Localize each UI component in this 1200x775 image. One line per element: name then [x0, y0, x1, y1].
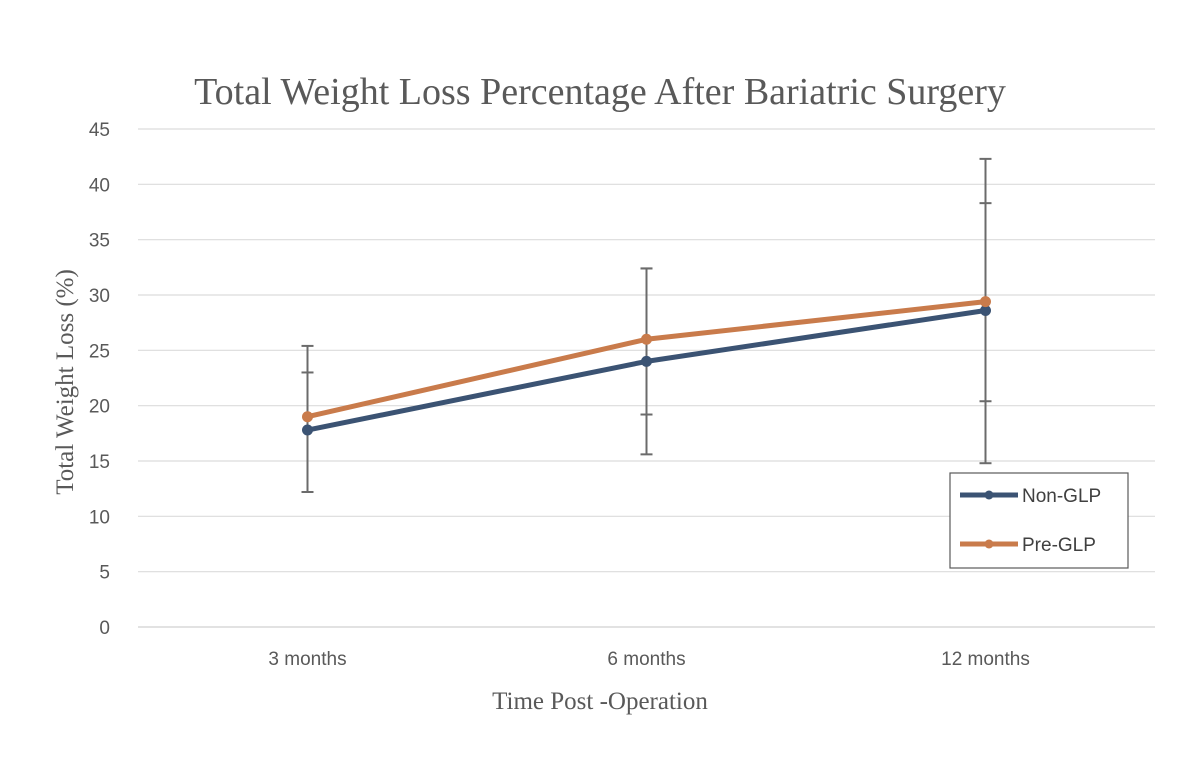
y-axis-label: Total Weight Loss (%): [52, 269, 79, 495]
y-tick-label: 25: [89, 341, 110, 362]
series-lines: [302, 296, 991, 436]
y-tick-label: 10: [89, 507, 110, 528]
y-axis-ticks: 0 5 10 15 20 25 30 35 40 45: [89, 120, 110, 639]
y-tick-label: 45: [89, 120, 110, 141]
legend-label: Pre-GLP: [1022, 535, 1096, 556]
data-point: [302, 424, 313, 436]
legend: Non-GLP Pre-GLP: [949, 472, 1129, 569]
data-point: [302, 411, 313, 423]
x-tick-label: 3 months: [268, 649, 346, 670]
y-tick-label: 15: [89, 452, 110, 473]
y-tick-label: 30: [89, 286, 110, 307]
x-axis-ticks: 3 months 6 months 12 months: [268, 649, 1029, 670]
legend-items: Non-GLP Pre-GLP: [960, 486, 1101, 556]
legend-label: Non-GLP: [1022, 486, 1101, 507]
legend-marker: [984, 539, 994, 549]
data-point: [980, 296, 991, 308]
x-tick-label: 6 months: [607, 649, 685, 670]
y-tick-label: 5: [99, 563, 110, 584]
data-point: [641, 333, 652, 345]
data-point: [980, 304, 991, 316]
legend-marker: [984, 490, 994, 500]
y-tick-label: 35: [89, 231, 110, 252]
y-tick-label: 40: [89, 175, 110, 196]
chart-title: Total Weight Loss Percentage After Baria…: [194, 71, 1006, 113]
y-tick-label: 20: [89, 397, 110, 418]
y-tick-label: 0: [99, 618, 110, 639]
x-tick-label: 12 months: [941, 649, 1030, 670]
legend-box: [949, 472, 1129, 569]
x-axis-label: Time Post -Operation: [492, 688, 708, 715]
data-point: [641, 355, 652, 367]
